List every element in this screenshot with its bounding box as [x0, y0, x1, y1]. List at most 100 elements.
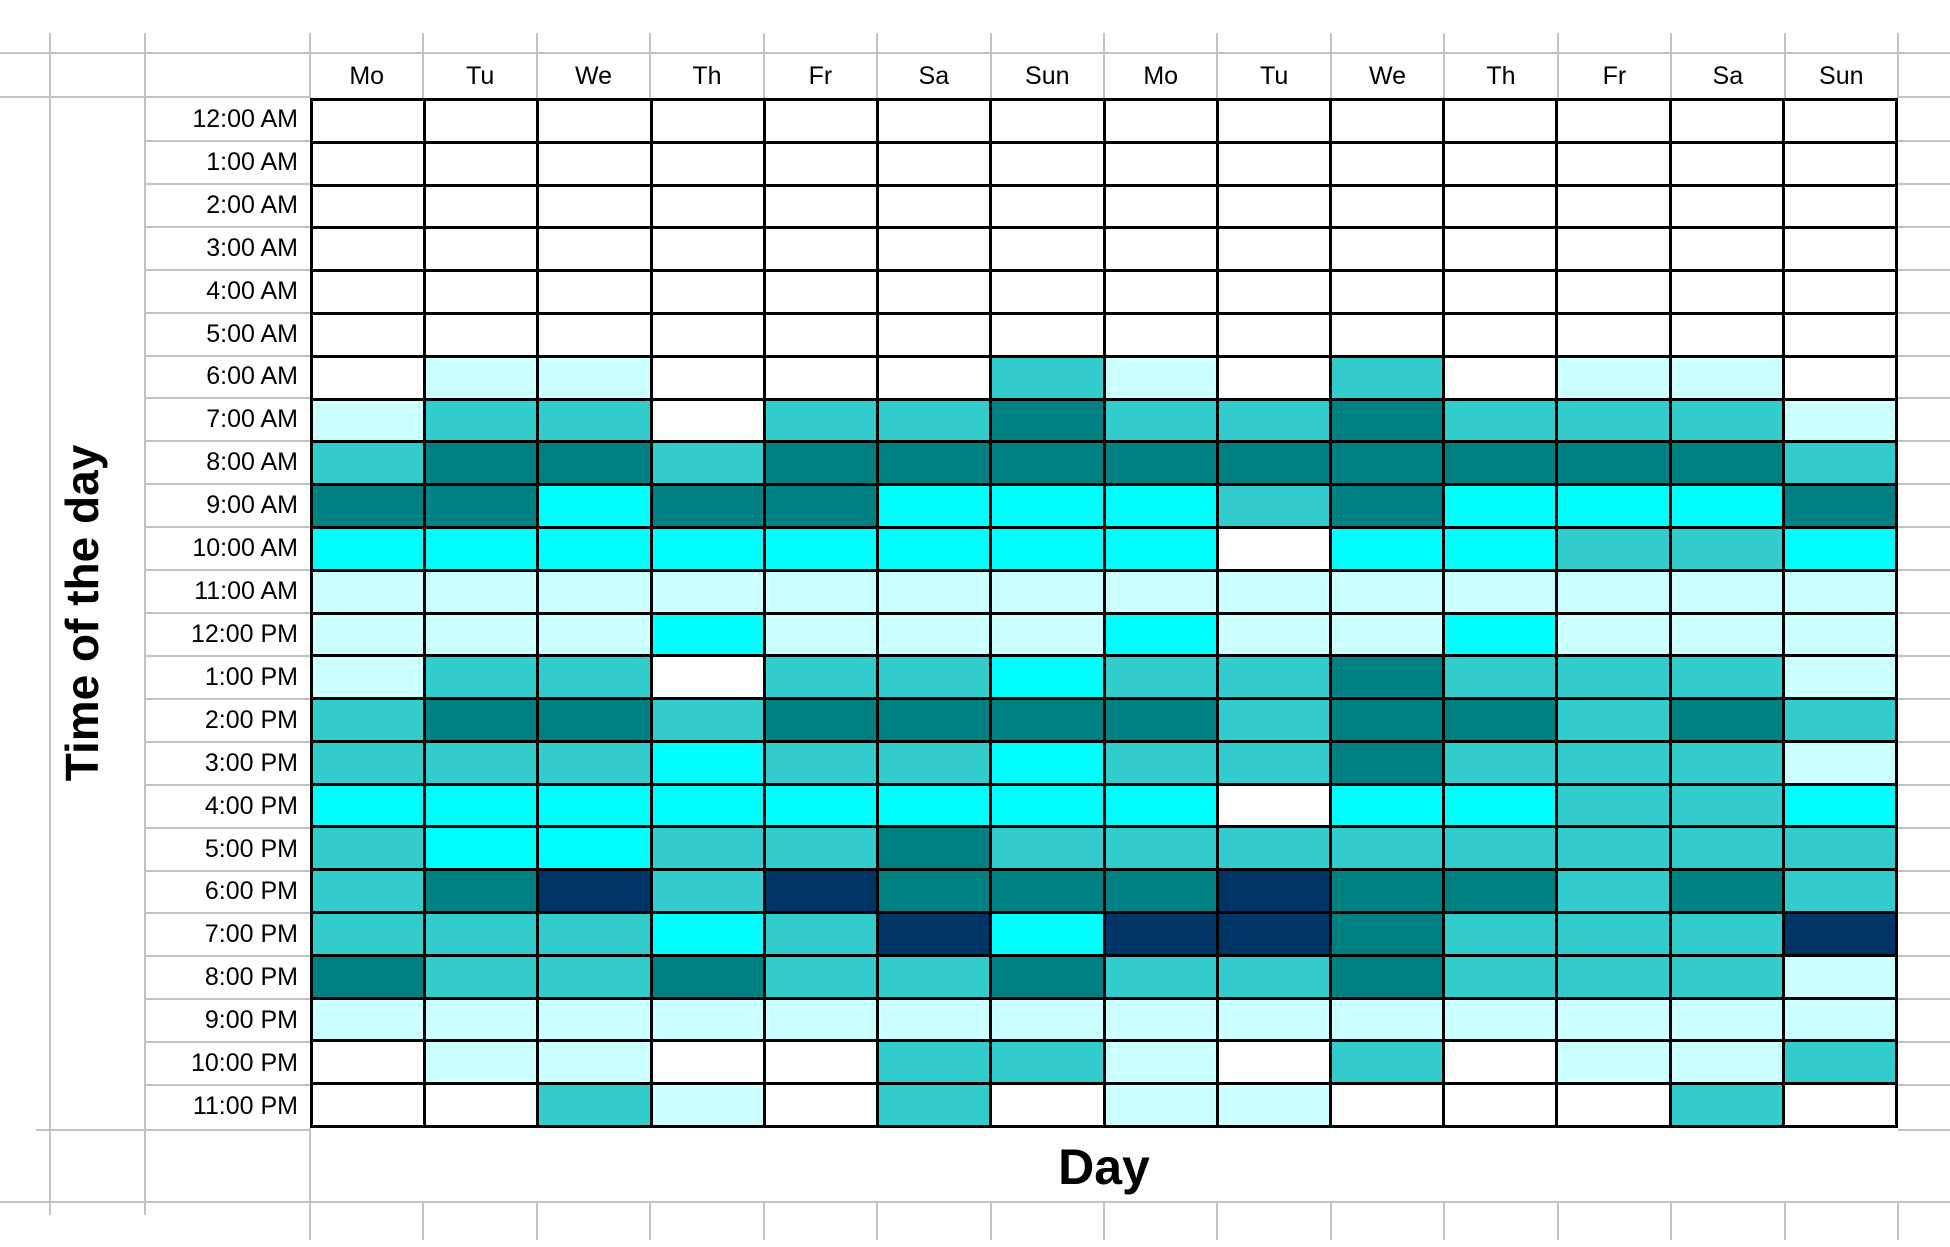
heatmap-cell	[1445, 357, 1556, 398]
heatmap-cell	[426, 486, 537, 526]
sheet-gridline	[1898, 1129, 1950, 1131]
sheet-gridline	[1784, 33, 1786, 98]
heatmap-cell	[1105, 357, 1216, 398]
time-tick-label: 3:00 PM	[204, 748, 298, 777]
heatmap-cell	[992, 785, 1103, 826]
heatmap-cell	[426, 571, 537, 612]
heatmap-cell	[539, 400, 650, 441]
heatmap-cell	[1218, 914, 1329, 954]
heatmap-cell	[1784, 742, 1895, 783]
heatmap-cell	[1671, 956, 1782, 997]
heatmap-cell	[1558, 314, 1669, 355]
heatmap-cell	[1105, 785, 1216, 826]
heatmap-cell	[539, 742, 650, 783]
heatmap-cell	[1105, 871, 1216, 912]
heatmap-cell	[1218, 486, 1329, 526]
sheet-gridline	[309, 1128, 311, 1215]
heatmap-cell	[992, 314, 1103, 355]
heatmap-cell	[313, 143, 424, 184]
heatmap-cell	[1105, 314, 1216, 355]
heatmap-cell	[1558, 1042, 1669, 1083]
heatmap-cell	[313, 357, 424, 398]
sheet-gridline	[763, 33, 765, 98]
heatmap-cell	[1784, 999, 1895, 1040]
heatmap-cell	[652, 101, 763, 141]
sheet-gridline	[1898, 827, 1950, 829]
sheet-gridline	[1670, 1202, 1672, 1240]
heatmap-cell	[1784, 700, 1895, 740]
time-tick-label: 2:00 AM	[206, 190, 298, 219]
heatmap-cell	[765, 914, 877, 954]
heatmap-cell	[539, 229, 650, 270]
sheet-gridline	[0, 1201, 1950, 1203]
heatmap-cell	[313, 700, 424, 740]
heatmap-cell	[1671, 528, 1782, 569]
heatmap-cell	[1105, 828, 1216, 869]
heatmap-cell	[539, 785, 650, 826]
heatmap-cell	[765, 700, 877, 740]
heatmap-cell	[1105, 914, 1216, 954]
heatmap-cell	[539, 528, 650, 569]
heatmap-cell	[1331, 956, 1443, 997]
heatmap-cell	[652, 272, 763, 312]
heatmap-cell	[426, 828, 537, 869]
heatmap-cell	[1105, 229, 1216, 270]
sheet-gridline	[1557, 33, 1559, 98]
heatmap-cell	[765, 999, 877, 1040]
heatmap-cell	[1105, 700, 1216, 740]
time-tick-label: 12:00 PM	[190, 619, 298, 648]
heatmap-cell	[1218, 272, 1329, 312]
heatmap-cell	[1105, 657, 1216, 698]
heatmap-cell	[313, 443, 424, 484]
sheet-gridline	[145, 870, 310, 872]
time-tick-label: 7:00 AM	[206, 405, 298, 434]
heatmap-cell	[426, 614, 537, 655]
sheet-gridline	[876, 1202, 878, 1240]
heatmap-cell	[1558, 443, 1669, 484]
heatmap-cell	[879, 828, 990, 869]
heatmap-cell	[539, 956, 650, 997]
sheet-gridline	[1898, 698, 1950, 700]
heatmap-cell	[1671, 785, 1782, 826]
sheet-gridline	[145, 698, 310, 700]
heatmap-cell	[1445, 785, 1556, 826]
heatmap-cell	[1784, 914, 1895, 954]
heatmap-cell	[1784, 101, 1895, 141]
heatmap-cell	[992, 229, 1103, 270]
heatmap-cell	[1331, 914, 1443, 954]
sheet-gridline	[422, 1202, 424, 1240]
heatmap-cell	[1445, 999, 1556, 1040]
heatmap-cell	[1784, 871, 1895, 912]
heatmap-cell	[1671, 1085, 1782, 1125]
heatmap-cell	[1784, 528, 1895, 569]
time-tick-label: 8:00 AM	[206, 448, 298, 477]
heatmap-cell	[426, 1085, 537, 1125]
time-tick-label: 7:00 PM	[204, 920, 298, 949]
heatmap-cell	[1218, 828, 1329, 869]
heatmap-cell	[879, 871, 990, 912]
time-tick-label: 5:00 AM	[206, 319, 298, 348]
heatmap-cell	[1445, 229, 1556, 270]
y-axis-title: Time of the day	[56, 444, 108, 782]
day-header-row: Mo Tu We Th Fr Sa Sun Mo Tu We Th Fr Sa Sun	[310, 55, 1898, 98]
time-tick-label: 11:00 PM	[192, 1092, 298, 1121]
sheet-gridline	[144, 33, 146, 1215]
sheet-gridline	[536, 33, 538, 98]
heatmap-cell	[539, 1085, 650, 1125]
heatmap-cell	[1558, 785, 1669, 826]
heatmap-cell	[1445, 614, 1556, 655]
heatmap-cell	[992, 999, 1103, 1040]
x-axis-title: Day	[1058, 1139, 1150, 1195]
heatmap-cell	[992, 443, 1103, 484]
heatmap-cell	[1784, 486, 1895, 526]
heatmap-cell	[765, 314, 877, 355]
sheet-gridline	[1670, 33, 1672, 98]
heatmap-cell	[879, 443, 990, 484]
heatmap-cell	[1671, 828, 1782, 869]
heatmap-cell	[1784, 657, 1895, 698]
heatmap-cell	[1784, 614, 1895, 655]
sheet-gridline	[1898, 183, 1950, 185]
heatmap-cell	[1331, 314, 1443, 355]
heatmap-cell	[1558, 486, 1669, 526]
heatmap-cell	[1558, 828, 1669, 869]
